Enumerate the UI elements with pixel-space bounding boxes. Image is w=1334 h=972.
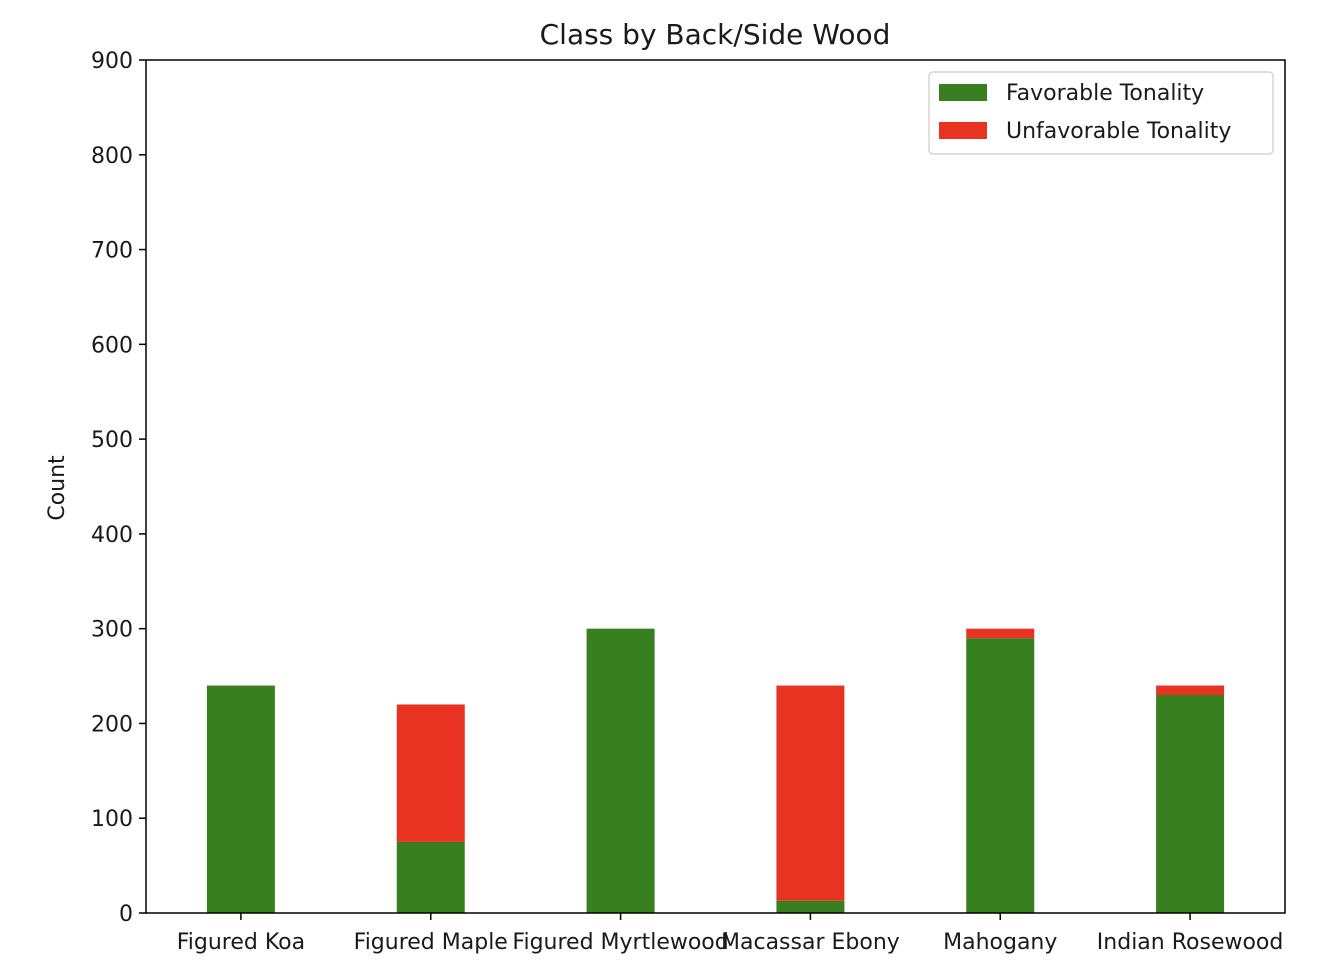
bar-favorable-3 (776, 900, 845, 913)
x-tick-label: Mahogany (943, 930, 1057, 955)
bars-group (206, 628, 1225, 913)
chart-title: Class by Back/Side Wood (540, 18, 891, 51)
y-tick-label: 0 (119, 902, 133, 927)
x-tick-label: Macassar Ebony (721, 930, 900, 955)
legend-box (928, 71, 1274, 155)
bar-unfavorable-4 (966, 628, 1035, 639)
bar-favorable-1 (396, 841, 465, 913)
bar-favorable-2 (586, 628, 655, 913)
bar-unfavorable-3 (776, 685, 845, 901)
plot-frame (145, 59, 1286, 914)
y-axis-ticks: 0 100 200 300 400 500 600 700 800 900 (91, 49, 146, 927)
legend: Favorable Tonality Unfavorable Tonality (928, 71, 1274, 155)
y-tick-label: 700 (91, 239, 133, 264)
y-tick-label: 300 (91, 618, 133, 643)
x-axis-ticks: Figured Koa Figured Maple Figured Myrtlewo… (177, 913, 1284, 955)
y-tick-label: 100 (91, 807, 133, 832)
y-tick-label: 500 (91, 428, 133, 453)
bar-unfavorable-5 (1156, 685, 1225, 696)
y-tick-label: 200 (91, 712, 133, 737)
legend-swatch-favorable (939, 84, 987, 101)
legend-label-unfavorable: Unfavorable Tonality (1006, 119, 1231, 144)
y-tick-label: 900 (91, 49, 133, 74)
bar-favorable-5 (1156, 695, 1225, 913)
y-tick-label: 600 (91, 333, 133, 358)
x-tick-label: Figured Myrtlewood (512, 930, 728, 955)
legend-label-favorable: Favorable Tonality (1006, 81, 1204, 106)
bar-favorable-0 (206, 685, 275, 913)
bar-unfavorable-1 (396, 704, 465, 842)
legend-swatch-unfavorable (939, 122, 987, 139)
y-axis-label: Count (45, 455, 70, 521)
x-tick-label: Indian Rosewood (1097, 930, 1284, 955)
x-tick-label: Figured Maple (354, 930, 508, 955)
y-tick-label: 800 (91, 144, 133, 169)
bar-favorable-4 (966, 638, 1035, 913)
legend-items: Favorable Tonality Unfavorable Tonality (939, 81, 1231, 144)
y-tick-label: 400 (91, 523, 133, 548)
x-tick-label: Figured Koa (177, 930, 305, 955)
